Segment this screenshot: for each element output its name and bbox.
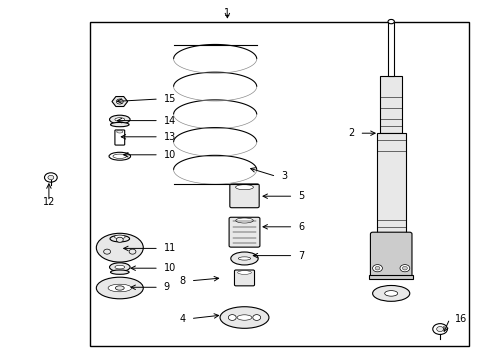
Circle shape (103, 249, 110, 254)
FancyBboxPatch shape (370, 232, 411, 279)
Text: 4: 4 (179, 314, 185, 324)
FancyBboxPatch shape (229, 184, 259, 208)
Ellipse shape (235, 218, 253, 223)
Ellipse shape (115, 265, 124, 269)
Circle shape (252, 315, 260, 320)
FancyBboxPatch shape (228, 217, 260, 247)
Bar (368, 275, 412, 279)
Ellipse shape (384, 291, 397, 296)
Ellipse shape (109, 263, 130, 271)
Ellipse shape (237, 271, 251, 274)
Ellipse shape (110, 122, 129, 127)
Circle shape (44, 173, 57, 182)
Ellipse shape (230, 252, 258, 265)
Ellipse shape (235, 185, 253, 190)
Ellipse shape (117, 130, 122, 133)
Text: 5: 5 (298, 191, 304, 201)
Ellipse shape (372, 285, 409, 301)
Ellipse shape (237, 315, 251, 320)
Text: 15: 15 (163, 94, 176, 104)
Ellipse shape (115, 118, 124, 121)
Ellipse shape (110, 270, 129, 274)
Circle shape (129, 249, 136, 254)
Bar (379, 76, 402, 133)
Text: 7: 7 (298, 251, 304, 261)
Text: 11: 11 (163, 243, 176, 253)
Ellipse shape (96, 233, 143, 262)
Text: 12: 12 (42, 197, 55, 207)
Bar (376, 133, 405, 234)
Text: 9: 9 (163, 282, 170, 292)
Circle shape (228, 315, 236, 320)
Text: 14: 14 (163, 116, 176, 126)
Text: 10: 10 (163, 150, 176, 160)
Bar (90, 22, 468, 346)
Text: 2: 2 (347, 128, 354, 138)
Bar (387, 22, 394, 76)
Ellipse shape (109, 115, 130, 124)
Circle shape (402, 266, 407, 270)
Circle shape (116, 237, 123, 242)
Text: 13: 13 (163, 132, 176, 142)
Ellipse shape (238, 257, 250, 260)
Text: 10: 10 (163, 263, 176, 273)
Ellipse shape (108, 284, 131, 292)
Text: 8: 8 (179, 276, 185, 286)
Circle shape (116, 99, 123, 104)
Circle shape (374, 266, 379, 270)
Circle shape (48, 175, 54, 180)
Circle shape (399, 265, 409, 272)
Ellipse shape (115, 286, 124, 290)
Ellipse shape (220, 307, 268, 328)
FancyBboxPatch shape (234, 270, 254, 286)
Circle shape (372, 265, 382, 272)
Circle shape (436, 327, 443, 332)
Text: 6: 6 (298, 222, 304, 232)
Ellipse shape (387, 19, 393, 24)
Ellipse shape (110, 235, 129, 242)
Text: 1: 1 (224, 8, 230, 18)
Text: 16: 16 (454, 314, 466, 324)
Ellipse shape (114, 235, 125, 239)
FancyBboxPatch shape (115, 130, 124, 145)
Circle shape (432, 324, 447, 334)
Ellipse shape (96, 277, 143, 299)
Text: 3: 3 (281, 171, 287, 181)
